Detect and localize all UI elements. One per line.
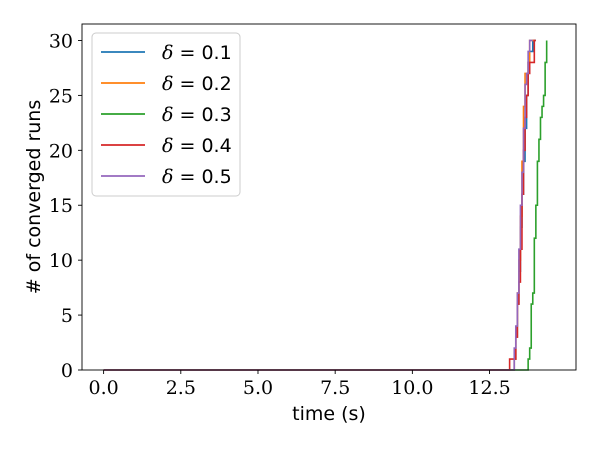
- legend-value: = 0.5: [179, 166, 231, 188]
- y-tick-label: 30: [49, 30, 73, 52]
- y-tick-label: 25: [49, 85, 73, 107]
- legend: δ = 0.1δ = 0.2δ = 0.3δ = 0.4δ = 0.5: [91, 32, 241, 197]
- legend-symbol: δ: [162, 73, 179, 95]
- legend-symbol: δ: [162, 135, 179, 157]
- y-axis: 0 5 10 15 20 25 30: [49, 30, 82, 382]
- legend-label-4: δ = 0.4: [162, 135, 232, 157]
- legend-label-1: δ = 0.1: [162, 42, 232, 64]
- y-tick-label: 20: [49, 140, 73, 162]
- y-axis-label: # of converged runs: [23, 100, 45, 294]
- y-tick-label: 0: [61, 360, 73, 382]
- series-layer: [103, 39, 548, 371]
- y-tick-label: 10: [49, 250, 73, 272]
- legend-value: = 0.4: [179, 135, 231, 157]
- x-tick-label: 7.5: [320, 377, 350, 399]
- x-tick-label: 5.0: [243, 377, 273, 399]
- legend-value: = 0.2: [179, 73, 231, 95]
- legend-label-2: δ = 0.2: [162, 73, 232, 95]
- legend-label-5: δ = 0.5: [162, 166, 232, 188]
- x-axis-label: time (s): [292, 403, 366, 425]
- x-axis: 0.0 2.5 5.0 7.5 10.0 12.5: [89, 370, 511, 399]
- legend-value: = 0.1: [179, 42, 231, 64]
- series-line-5: [103, 39, 533, 371]
- y-tick-label: 5: [61, 305, 73, 327]
- x-tick-label: 10.0: [391, 377, 433, 399]
- legend-symbol: δ: [162, 166, 179, 188]
- legend-symbol: δ: [162, 104, 179, 126]
- series-line-3: [103, 40, 548, 371]
- legend-box: [91, 32, 241, 197]
- plot-frame: [81, 23, 577, 371]
- legend-symbol: δ: [162, 42, 179, 64]
- legend-label-3: δ = 0.3: [162, 104, 232, 126]
- x-tick-label: 0.0: [89, 377, 119, 399]
- x-tick-label: 12.5: [468, 377, 510, 399]
- y-tick-label: 15: [49, 195, 73, 217]
- x-tick-label: 2.5: [166, 377, 196, 399]
- legend-value: = 0.3: [179, 104, 231, 126]
